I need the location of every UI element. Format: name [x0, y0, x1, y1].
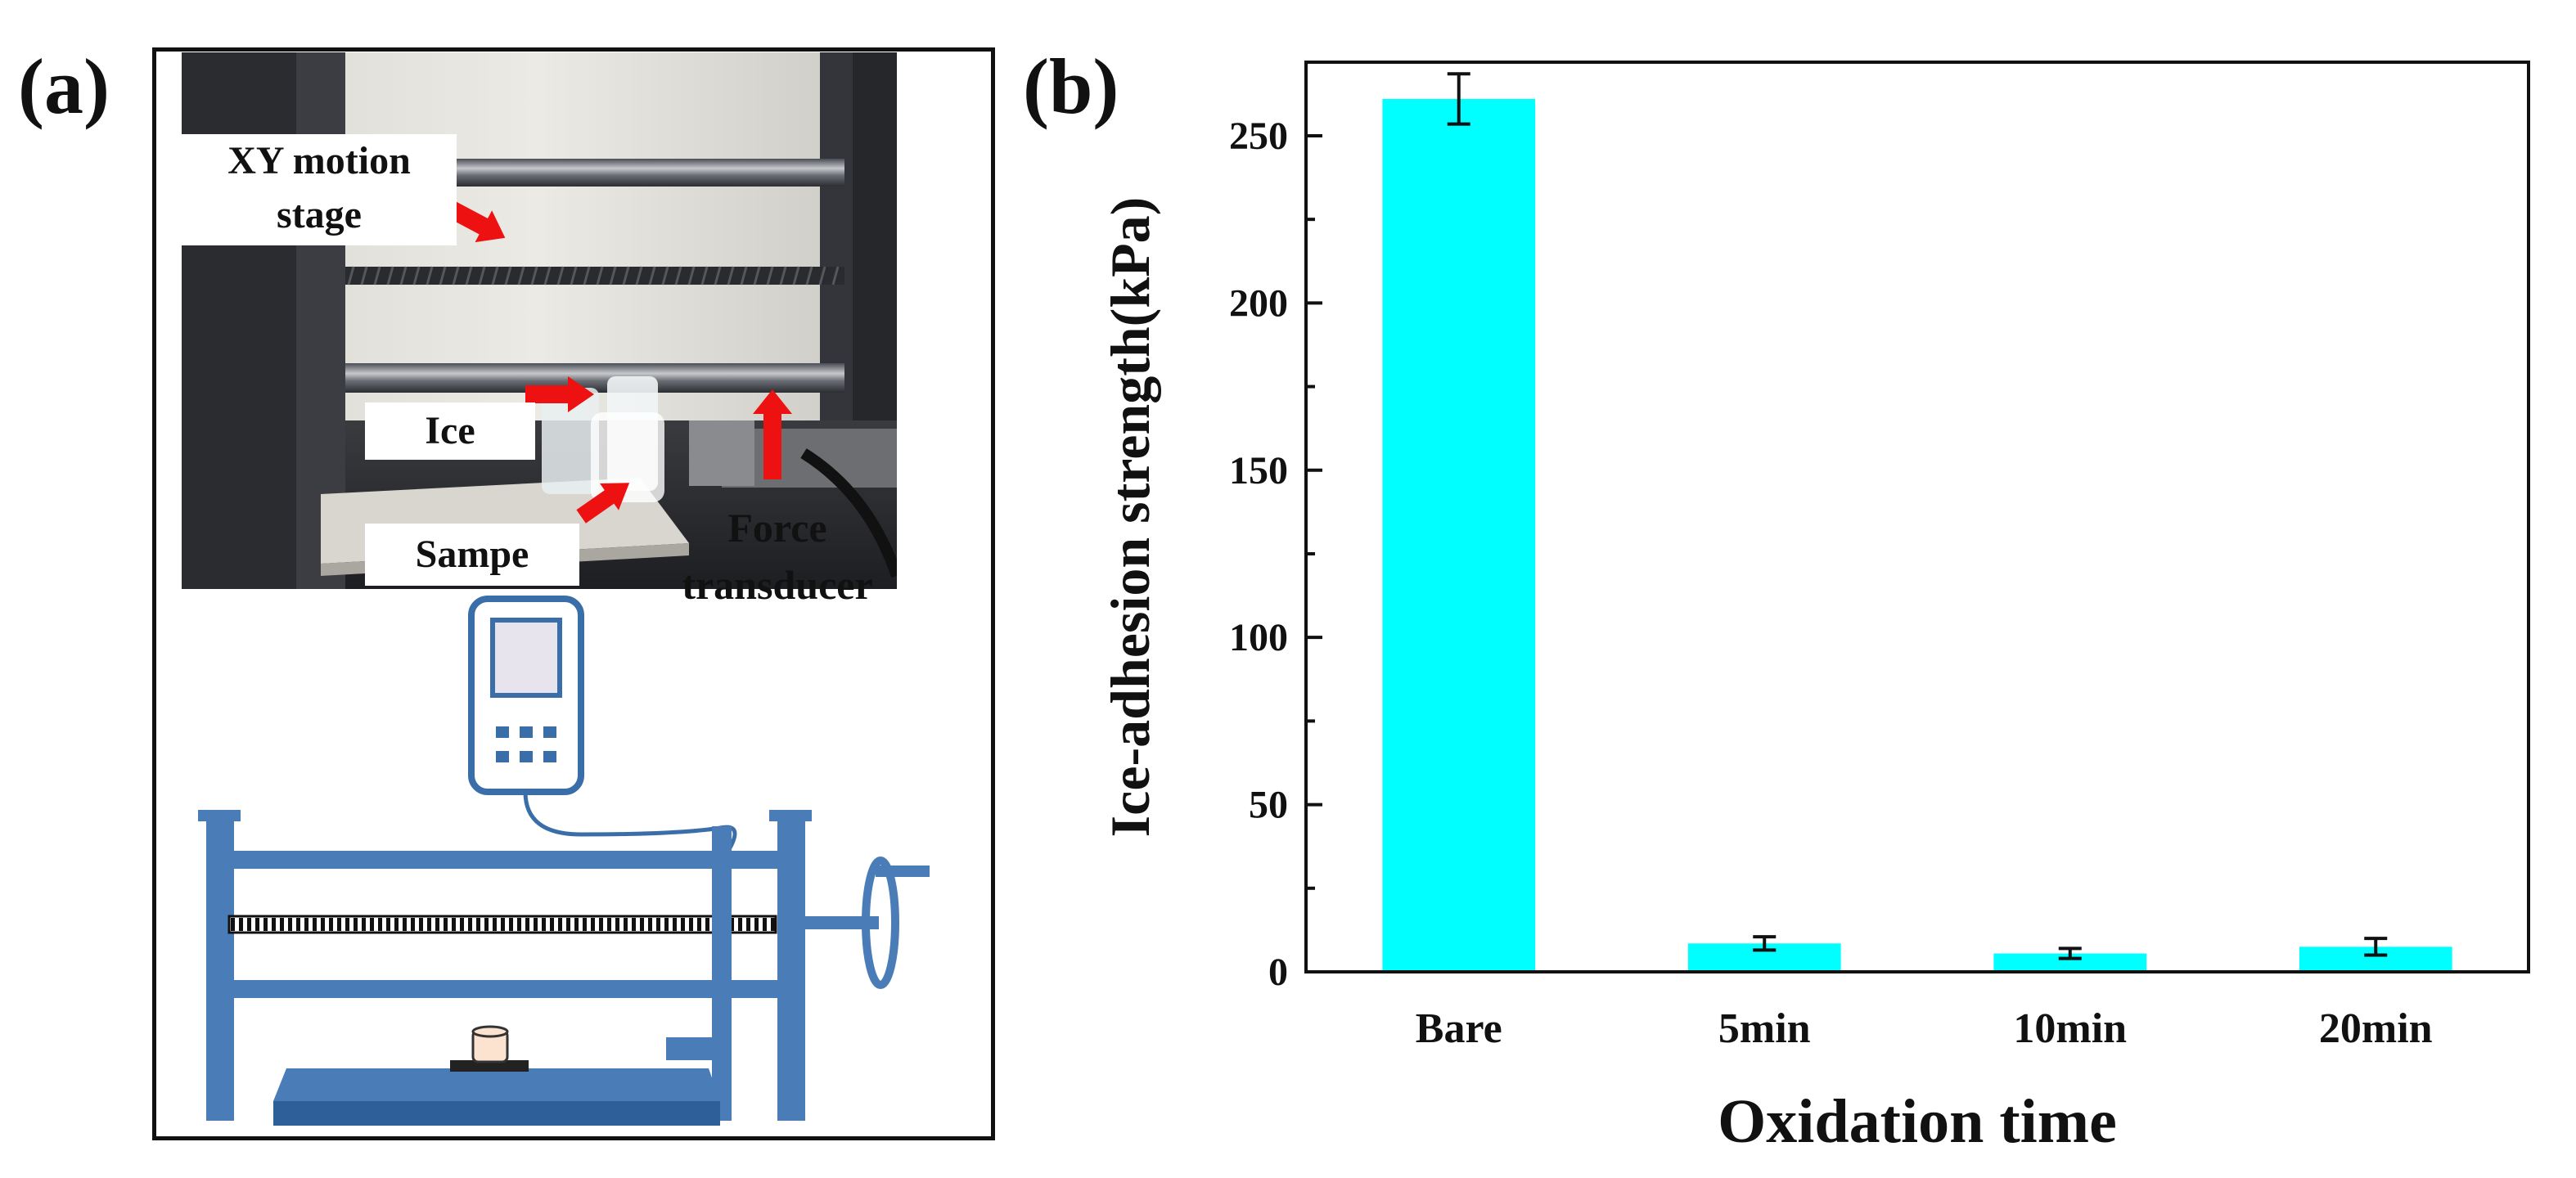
error-bars — [1447, 72, 2388, 960]
force-transducer-line1: Force — [727, 505, 827, 551]
sample-label: Sampe — [365, 524, 579, 586]
y-tick-label: 250 — [1229, 115, 1288, 158]
plot-frame — [1304, 61, 2530, 973]
ice-adhesion-bar-chart: 0 50 100 150 200 250 Bare 5min 10min 20min Ice-a… — [1099, 61, 2530, 1156]
panel-a-label: (a) — [18, 43, 110, 130]
y-tick-label: 100 — [1229, 616, 1288, 659]
y-axis-ticks: 0 50 100 150 200 250 — [1229, 115, 1322, 994]
y-tick-label: 150 — [1229, 449, 1288, 492]
motion-frame — [198, 810, 930, 1126]
x-tick-label: 10min — [2013, 1005, 2127, 1052]
y-tick-label: 50 — [1249, 784, 1288, 827]
force-transducer-label: Force transducer — [655, 499, 900, 614]
apparatus-schematic — [198, 596, 930, 1126]
xy-stage-label-line2: stage — [277, 193, 362, 236]
y-tick-label: 200 — [1229, 281, 1288, 325]
x-tick-label: 5min — [1718, 1005, 1811, 1052]
x-tick-label: Bare — [1416, 1005, 1502, 1052]
y-tick-label: 0 — [1268, 951, 1288, 994]
xy-stage-label: XY motion stage — [182, 134, 457, 245]
force-transducer-line2: transducer — [682, 562, 873, 608]
controller-cable — [523, 791, 737, 852]
arrow-ice — [525, 376, 594, 412]
xy-stage-label-line1: XY motion — [227, 139, 411, 182]
panel-b-label: (b) — [1023, 43, 1119, 130]
y-axis-title: Ice-adhesion strength(kPa) — [1099, 197, 1161, 838]
arrow-force — [753, 389, 792, 479]
x-axis-ticks: Bare 5min 10min 20min — [1416, 955, 2433, 1052]
bars — [1382, 98, 2452, 973]
ice-label: Ice — [365, 402, 535, 460]
controller-device — [468, 596, 584, 795]
x-tick-label: 20min — [2319, 1005, 2433, 1052]
bar-10min — [1993, 953, 2147, 972]
arrow-sample — [576, 483, 630, 524]
x-axis-title: Oxidation time — [1718, 1087, 2117, 1156]
bar-Bare — [1382, 98, 1536, 973]
arrow-xy-stage — [447, 201, 506, 243]
